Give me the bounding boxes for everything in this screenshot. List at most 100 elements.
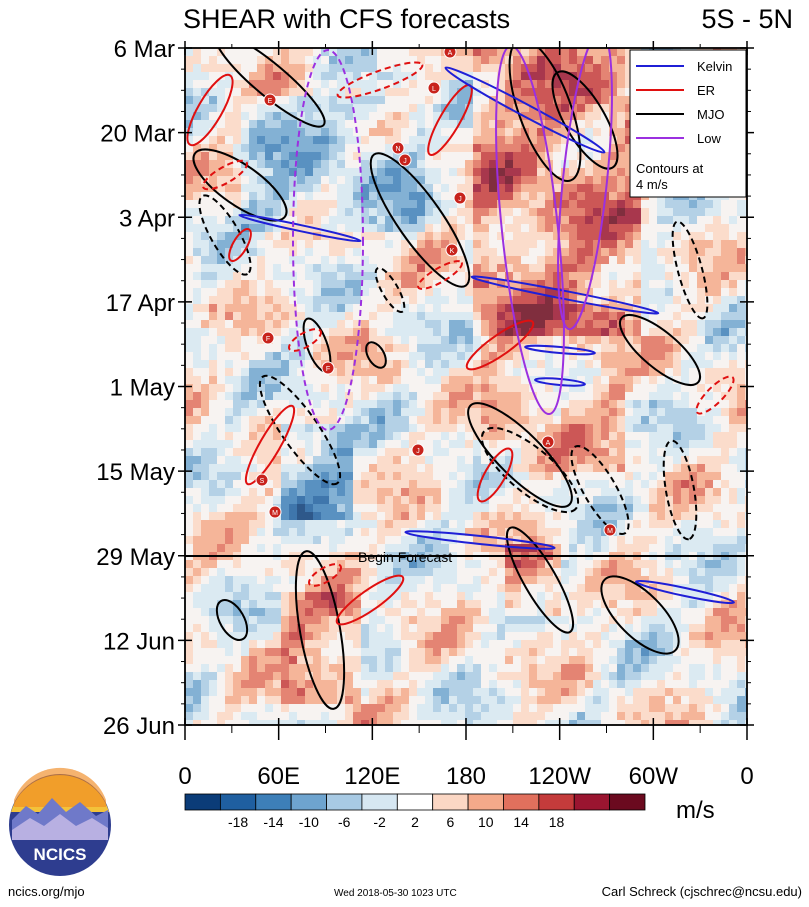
heat-cell: [433, 560, 441, 568]
heat-cell: [265, 656, 273, 664]
heat-cell: [577, 672, 585, 680]
heat-cell: [513, 48, 521, 56]
heat-cell: [385, 408, 393, 416]
heat-cell: [473, 376, 481, 384]
heat-cell: [305, 648, 313, 656]
heat-cell: [393, 672, 401, 680]
heat-cell: [633, 640, 641, 648]
heat-cell: [185, 648, 193, 656]
heat-cell: [193, 184, 201, 192]
heat-cell: [489, 192, 497, 200]
heat-cell: [561, 96, 569, 104]
heat-cell: [201, 320, 209, 328]
heat-cell: [641, 264, 649, 272]
heat-cell: [265, 568, 273, 576]
heat-cell: [601, 672, 609, 680]
heat-cell: [553, 80, 561, 88]
heat-cell: [465, 640, 473, 648]
heat-cell: [537, 216, 545, 224]
heat-cell: [737, 448, 745, 456]
heat-cell: [609, 600, 617, 608]
heat-cell: [729, 432, 737, 440]
heat-cell: [353, 584, 361, 592]
heat-cell: [529, 176, 537, 184]
heat-cell: [441, 360, 449, 368]
heat-cell: [337, 200, 345, 208]
heat-cell: [505, 264, 513, 272]
heat-cell: [313, 480, 321, 488]
heat-cell: [385, 368, 393, 376]
heat-cell: [673, 672, 681, 680]
heat-cell: [361, 640, 369, 648]
heat-cell: [249, 144, 257, 152]
heat-cell: [577, 208, 585, 216]
heat-cell: [497, 144, 505, 152]
heat-cell: [681, 504, 689, 512]
heat-cell: [577, 56, 585, 64]
heat-cell: [305, 248, 313, 256]
heat-cell: [249, 296, 257, 304]
heat-cell: [577, 608, 585, 616]
heat-cell: [601, 496, 609, 504]
heat-cell: [521, 624, 529, 632]
heat-cell: [305, 312, 313, 320]
heat-cell: [249, 608, 257, 616]
heat-cell: [617, 400, 625, 408]
heat-cell: [609, 120, 617, 128]
heat-cell: [273, 600, 281, 608]
heat-cell: [265, 200, 273, 208]
heat-cell: [217, 528, 225, 536]
heat-cell: [465, 656, 473, 664]
heat-cell: [561, 680, 569, 688]
heat-cell: [417, 608, 425, 616]
heat-cell: [305, 624, 313, 632]
heat-cell: [353, 200, 361, 208]
heat-cell: [417, 104, 425, 112]
heat-cell: [369, 272, 377, 280]
heat-cell: [241, 200, 249, 208]
heat-cell: [569, 408, 577, 416]
heat-cell: [489, 616, 497, 624]
heat-cell: [409, 232, 417, 240]
heat-cell: [201, 240, 209, 248]
heat-cell: [329, 120, 337, 128]
heat-cell: [553, 248, 561, 256]
heat-cell: [569, 256, 577, 264]
heat-cell: [377, 280, 385, 288]
heat-cell: [225, 192, 233, 200]
heat-cell: [417, 352, 425, 360]
heat-cell: [489, 400, 497, 408]
heat-cell: [505, 416, 513, 424]
heat-cell: [529, 96, 537, 104]
heat-cell: [745, 648, 747, 656]
heat-cell: [201, 712, 209, 720]
heat-cell: [201, 592, 209, 600]
heat-cell: [385, 544, 393, 552]
heat-cell: [209, 640, 217, 648]
heat-cell: [537, 144, 545, 152]
heat-cell: [209, 304, 217, 312]
mjo-contour: [551, 70, 619, 170]
heat-cell: [425, 496, 433, 504]
heat-cell: [481, 320, 489, 328]
heat-cell: [377, 640, 385, 648]
heat-cell: [449, 320, 457, 328]
heat-cell: [337, 464, 345, 472]
heat-cell: [321, 344, 329, 352]
heat-cell: [393, 656, 401, 664]
heat-cell: [601, 320, 609, 328]
heat-cell: [641, 584, 649, 592]
heat-cell: [585, 168, 593, 176]
heat-cell: [225, 488, 233, 496]
heat-cell: [697, 568, 705, 576]
heat-cell: [377, 688, 385, 696]
heat-cell: [321, 720, 329, 725]
heat-cell: [529, 328, 537, 336]
heat-cell: [193, 592, 201, 600]
heat-cell: [553, 280, 561, 288]
heat-cell: [601, 88, 609, 96]
ncics-logo: NCICS: [9, 767, 111, 876]
heat-cell: [337, 328, 345, 336]
heat-cell: [337, 232, 345, 240]
heat-cell: [361, 472, 369, 480]
